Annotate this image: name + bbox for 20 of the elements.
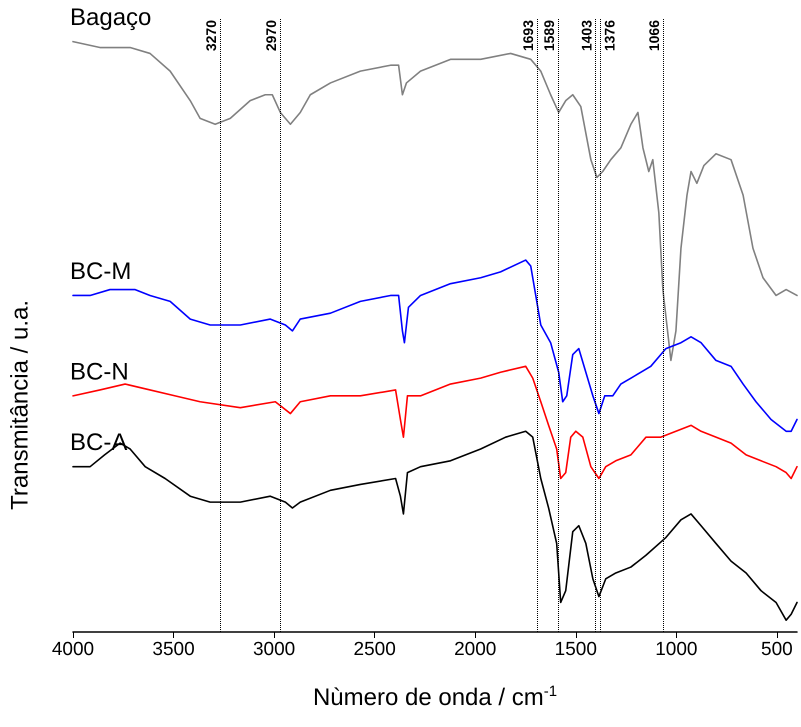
x-tick-label: 2000: [454, 639, 496, 660]
x-tick-label: 4000: [52, 639, 94, 660]
ref-line-label: 1066: [646, 20, 662, 52]
y-axis-title: Transmitância / u.a.: [6, 300, 34, 510]
series-label: Bagaço: [70, 4, 152, 32]
series-label: BC-A: [70, 429, 128, 456]
x-tick-label: 500: [761, 639, 793, 660]
ref-line-label: 1376: [602, 20, 618, 52]
x-tick-label: 3000: [252, 639, 296, 660]
x-tick-label: 1000: [655, 639, 698, 660]
x-tick-label: 3500: [152, 639, 195, 660]
ref-line-label: 3270: [202, 20, 219, 52]
series-label: BC-M: [70, 258, 132, 285]
ref-line-label: 2970: [263, 20, 280, 52]
x-tick-label: 2500: [354, 639, 396, 660]
x-tick-label: 1500: [554, 639, 597, 660]
ref-line-label: 1693: [520, 20, 536, 52]
ref-line-label: 1589: [540, 20, 557, 52]
series-label: BC-N: [70, 358, 129, 386]
ref-line-label: 1403: [578, 20, 594, 52]
